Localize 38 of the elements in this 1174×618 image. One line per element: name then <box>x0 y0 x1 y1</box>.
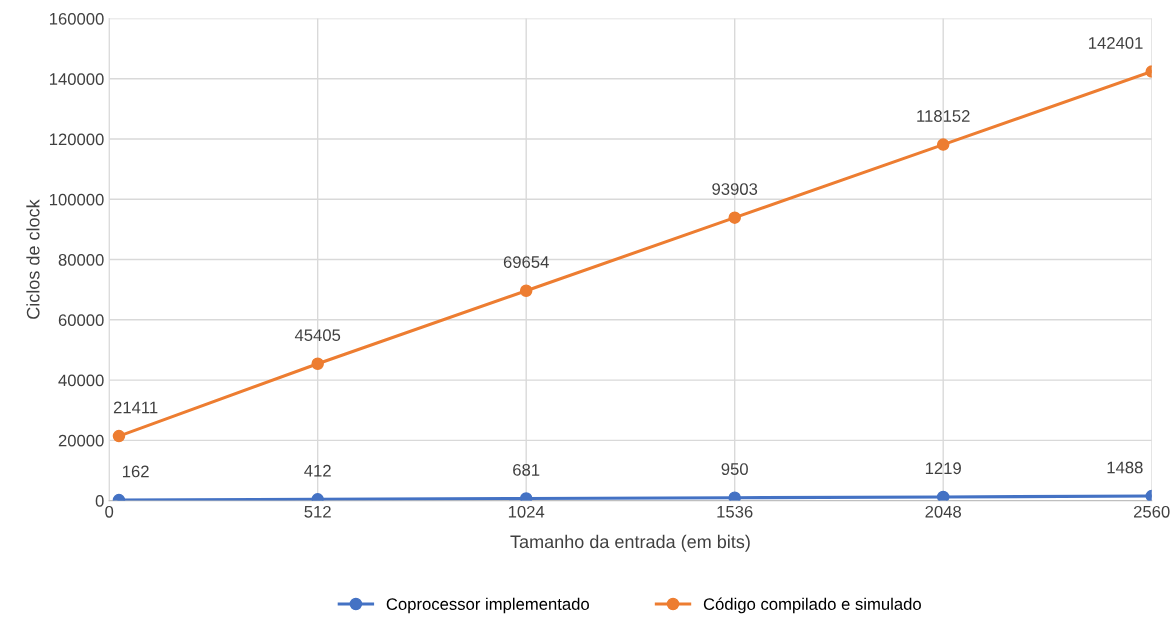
point <box>936 138 950 151</box>
x-tick-label: 1536 <box>717 505 753 518</box>
y-tick-label: 0 <box>95 494 104 507</box>
data-label: 21411 <box>113 401 158 414</box>
data-label: 950 <box>721 463 748 475</box>
data-label: 162 <box>122 465 149 478</box>
x-axis-title: Tamanho da entrada (em bits) <box>510 534 750 552</box>
x-tick-label: 2048 <box>925 505 962 518</box>
data-label: 142401 <box>1089 37 1143 49</box>
point <box>112 429 126 443</box>
x-tick-label: 0 <box>105 505 114 518</box>
x-tick-label: 512 <box>304 505 331 518</box>
point <box>728 211 741 224</box>
point <box>311 357 324 371</box>
data-label: 69654 <box>503 256 549 268</box>
legend-label: Código compilado e simulado <box>703 597 921 614</box>
y-tick-label: 60000 <box>58 314 104 327</box>
y-tick-label: 120000 <box>49 133 104 146</box>
data-label: 1488 <box>1107 461 1143 474</box>
data-label: 1219 <box>925 462 961 475</box>
legend-label: Coprocessor implementado <box>386 597 589 614</box>
y-tick-label: 40000 <box>58 374 104 387</box>
x-tick-label: 2560 <box>1134 505 1170 518</box>
y-tick-label: 140000 <box>49 73 104 85</box>
data-label: 93903 <box>712 183 758 195</box>
data-label: 681 <box>513 463 540 476</box>
point <box>519 284 533 297</box>
y-tick-label: 160000 <box>49 12 104 25</box>
data-label: 118152 <box>917 110 970 122</box>
data-label: 45405 <box>294 329 341 342</box>
y-tick-label: 20000 <box>58 434 104 447</box>
y-tick-label: 80000 <box>58 253 104 266</box>
point <box>728 491 741 501</box>
point <box>936 490 950 501</box>
y-axis-title: Ciclos de clock <box>26 199 40 319</box>
data-label: 412 <box>304 464 331 477</box>
y-tick-label: 100000 <box>49 193 104 206</box>
x-tick-label: 1024 <box>508 505 545 518</box>
